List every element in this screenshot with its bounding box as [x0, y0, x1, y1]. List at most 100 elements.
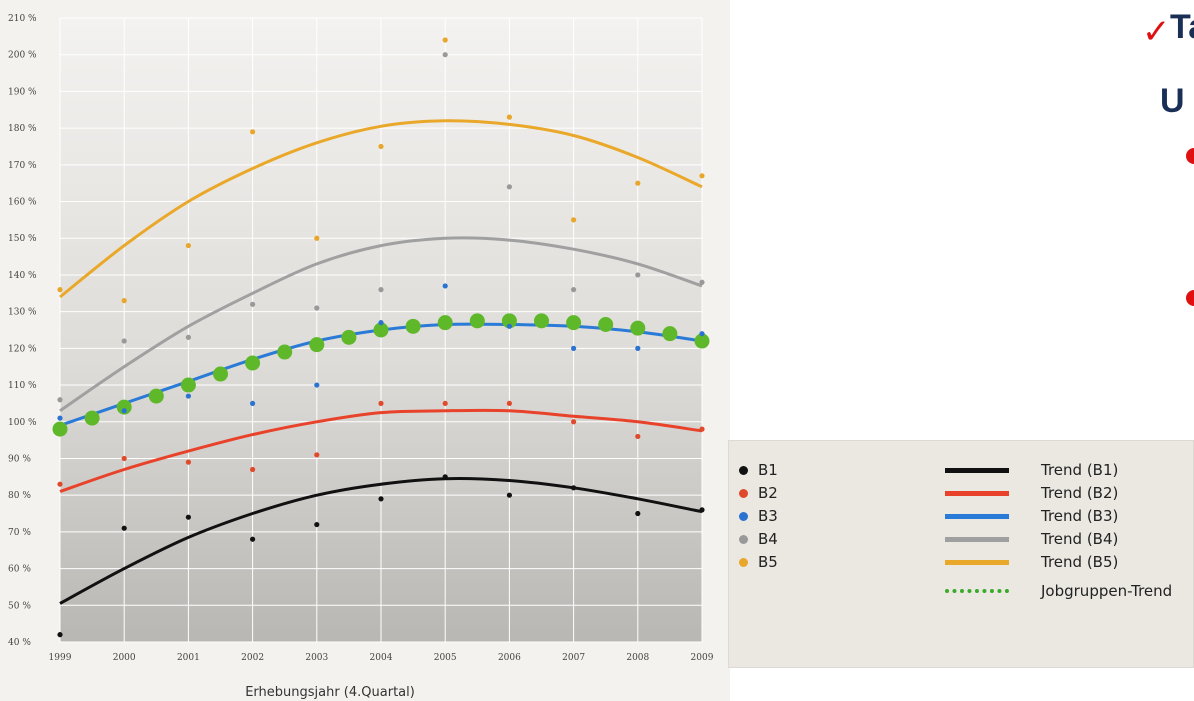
- x-tick-label: 2004: [370, 653, 393, 663]
- data-point-b2: [250, 466, 256, 473]
- data-point-b3: [506, 323, 512, 329]
- group-trend-point: [116, 399, 132, 415]
- data-point-b5: [250, 129, 256, 135]
- y-tick-label: 130 %: [8, 308, 37, 318]
- data-point-b2: [314, 452, 320, 458]
- group-trend-point: [245, 355, 261, 371]
- check-arrow-icon: ✓: [1142, 12, 1171, 52]
- data-point-b4: [185, 334, 191, 340]
- group-trend-point: [694, 333, 710, 349]
- slide-heading-line-2: U: [1160, 82, 1185, 120]
- data-point-b1: [378, 496, 384, 502]
- data-point-b5: [635, 180, 641, 186]
- y-tick-label: 200 %: [8, 51, 37, 61]
- y-tick-label: 40 %: [8, 638, 31, 648]
- bullet-icon: [1186, 290, 1194, 306]
- group-trend-point: [501, 313, 517, 329]
- data-point-b2: [378, 400, 384, 407]
- group-trend-point: [84, 410, 100, 426]
- legend-marker-icon: [739, 488, 748, 498]
- data-point-b1: [635, 510, 641, 517]
- x-tick-label: 2005: [434, 653, 457, 663]
- trend-line-trend-b2: [59, 408, 703, 493]
- data-point-b1: [314, 521, 320, 528]
- legend-label: B5: [758, 553, 778, 571]
- y-tick-label: 140 %: [8, 271, 37, 281]
- chart-panel: 40 % 50 % 60 % 70 % 80 % 90 % 100 % 110 % 120 % 1…: [0, 0, 730, 701]
- legend-marker-icon: [739, 511, 748, 521]
- legend-label: B2: [758, 484, 778, 502]
- legend-item-b3: B3: [739, 505, 778, 527]
- trend-line-trend-b1: [59, 476, 703, 605]
- data-point-b2: [185, 459, 191, 465]
- data-point-b5: [442, 37, 448, 43]
- data-point-b3: [314, 382, 320, 388]
- data-point-b3: [250, 400, 256, 407]
- data-point-b4: [571, 287, 577, 293]
- group-trend-point: [598, 316, 614, 332]
- y-tick-label: 120 %: [8, 344, 37, 354]
- legend-item-trend-4: Trend (B4): [945, 528, 1118, 550]
- x-axis: 1999 2000 2001 2002 2003 2004 2005 2006 2007 2008…: [49, 653, 714, 663]
- group-trend-point: [373, 322, 389, 338]
- legend: B1 B2 B3 B4 B5 Trend (B1) Trend (B2) Trend (B3)…: [728, 440, 1194, 668]
- legend-label: Trend (B5): [1041, 553, 1119, 571]
- data-point-b1: [121, 525, 127, 531]
- legend-item-trend-5: Trend (B5): [945, 551, 1118, 573]
- legend-label: Trend (B1): [1041, 461, 1119, 479]
- data-point-b4: [314, 305, 320, 311]
- data-point-b5: [378, 143, 384, 150]
- data-point-b4: [699, 279, 705, 285]
- legend-marker-icon: [739, 557, 748, 567]
- x-axis-label: Erhebungsjahr (4.Quartal): [245, 685, 415, 700]
- data-point-b5: [571, 217, 577, 223]
- group-trend-point: [405, 318, 421, 334]
- data-point-b1: [442, 474, 448, 480]
- data-point-b1: [571, 485, 577, 491]
- x-tick-label: 2009: [691, 653, 714, 663]
- legend-item-b1: B1: [739, 459, 778, 481]
- data-point-b4: [250, 301, 256, 307]
- data-point-b5: [121, 298, 127, 304]
- data-point-b3: [442, 283, 448, 289]
- legend-marker-icon: [739, 465, 748, 475]
- data-point-b2: [57, 481, 63, 487]
- y-tick-label: 180 %: [8, 124, 37, 134]
- data-points: [57, 37, 705, 638]
- data-point-b5: [185, 242, 191, 249]
- group-trend-point: [662, 326, 678, 342]
- y-tick-label: 60 %: [8, 565, 31, 575]
- data-point-b3: [121, 408, 127, 414]
- group-trend-point: [309, 337, 325, 353]
- legend-item-group-trend: Jobgruppen-Trend: [945, 580, 1172, 602]
- data-point-b2: [635, 433, 641, 440]
- x-tick-label: 2002: [241, 653, 264, 663]
- y-tick-label: 150 %: [8, 234, 37, 244]
- data-point-b5: [314, 235, 320, 241]
- legend-label: B1: [758, 461, 778, 479]
- data-point-b3: [57, 415, 63, 421]
- group-trend-point: [180, 377, 196, 393]
- group-trend-point: [213, 366, 228, 382]
- data-point-b1: [250, 536, 256, 542]
- group-trend-point: [630, 320, 646, 336]
- data-point-b1: [57, 632, 63, 638]
- data-point-b4: [442, 52, 448, 58]
- data-point-b4: [121, 338, 127, 344]
- y-tick-label: 90 %: [8, 454, 31, 464]
- legend-label: Trend (B3): [1041, 507, 1119, 525]
- legend-item-trend-1: Trend (B1): [945, 459, 1118, 481]
- legend-item-b2: B2: [739, 482, 778, 504]
- group-trend-point: [566, 315, 582, 331]
- group-trend-point: [277, 344, 293, 360]
- bullet-icon: [1186, 148, 1194, 164]
- legend-marker-icon: [739, 534, 748, 544]
- y-tick-label: 80 %: [8, 491, 31, 501]
- data-point-b5: [506, 114, 512, 120]
- slide-heading-line-1: Ta: [1170, 8, 1194, 46]
- y-tick-label: 100 %: [8, 418, 37, 428]
- legend-label: Trend (B2): [1041, 484, 1119, 502]
- grid: [59, 17, 703, 643]
- group-trend-point: [52, 421, 68, 437]
- x-tick-label: 2006: [498, 653, 521, 663]
